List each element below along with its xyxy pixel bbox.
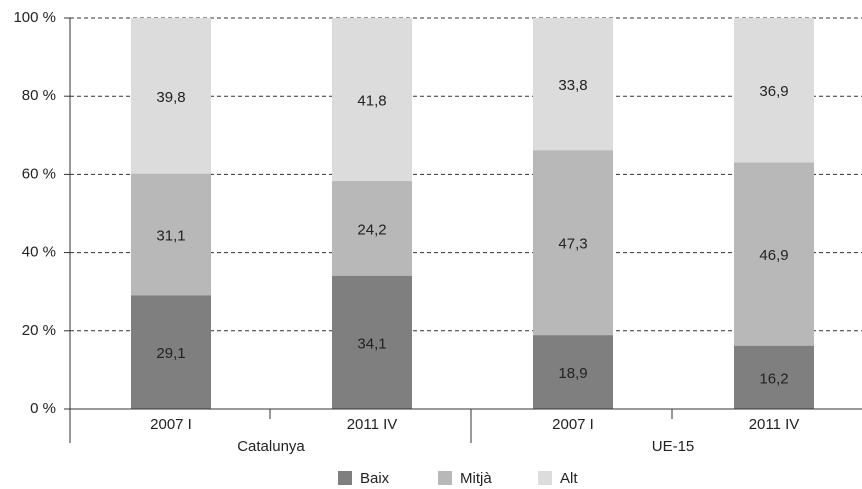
bar-segment — [734, 162, 814, 346]
x-tick-label: 2011 IV — [749, 416, 800, 433]
value-label: 24,2 — [357, 221, 386, 238]
group-label: Catalunya — [237, 438, 305, 455]
value-label: 16,2 — [759, 370, 788, 387]
bar-segment — [533, 18, 613, 151]
bar-segment — [734, 18, 814, 163]
group-label: UE-15 — [652, 438, 695, 455]
value-label: 36,9 — [759, 83, 788, 100]
y-tick-label: 80 % — [22, 87, 56, 104]
value-label: 18,9 — [558, 365, 587, 382]
legend-label: Baix — [360, 470, 390, 487]
bar-segment — [533, 150, 613, 336]
y-tick-label: 0 % — [30, 400, 56, 417]
value-label: 39,8 — [156, 89, 185, 106]
bar-segment — [131, 295, 211, 409]
y-tick-label: 100 % — [13, 9, 56, 26]
y-tick-label: 60 % — [22, 165, 56, 182]
value-label: 31,1 — [156, 227, 185, 244]
bar-segment — [533, 335, 613, 409]
legend-swatch — [338, 471, 352, 485]
bar-segment — [131, 18, 211, 174]
bar-segment — [131, 173, 211, 296]
x-tick-label: 2011 IV — [347, 416, 398, 433]
value-label: 47,3 — [558, 236, 587, 253]
value-label: 33,8 — [558, 77, 587, 94]
bar-segment — [332, 275, 412, 409]
bar-segment — [734, 345, 814, 409]
legend-label: Mitjà — [460, 470, 492, 487]
legend-swatch — [438, 471, 452, 485]
x-tick-label: 2007 I — [552, 416, 594, 433]
value-label: 29,1 — [156, 345, 185, 362]
x-tick-label: 2007 I — [150, 416, 192, 433]
legend-swatch — [538, 471, 552, 485]
value-label: 34,1 — [357, 335, 386, 352]
bar-segment — [332, 181, 412, 276]
y-tick-label: 40 % — [22, 244, 56, 261]
value-label: 46,9 — [759, 247, 788, 264]
y-tick-label: 20 % — [22, 322, 56, 339]
legend-label: Alt — [560, 470, 578, 487]
value-label: 41,8 — [357, 92, 386, 109]
bar-segment — [332, 18, 412, 182]
